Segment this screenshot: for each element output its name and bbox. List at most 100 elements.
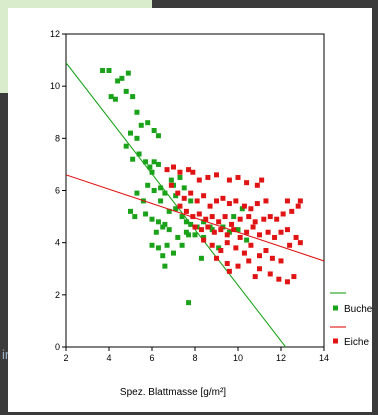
data-point-eiche [220,195,226,201]
x-tick-label: 2 [63,353,68,363]
data-point-buche [155,245,161,251]
data-point-eiche [297,240,303,246]
data-point-eiche [203,216,209,222]
data-point-buche [162,263,168,269]
data-point-eiche [205,174,211,180]
data-point-eiche [209,214,215,220]
data-point-eiche [222,214,228,220]
y-tick-label: 4 [55,238,60,248]
data-point-buche [244,237,250,243]
data-point-buche [179,242,185,248]
data-point-eiche [259,177,265,183]
data-point-eiche [265,229,271,235]
data-point-buche [192,232,198,238]
series-buche [66,62,287,347]
data-point-eiche [291,274,297,280]
data-point-buche [149,169,155,175]
data-point-eiche [276,276,282,282]
data-point-eiche [278,258,284,264]
y-tick-label: 8 [55,133,60,143]
data-point-buche [160,253,166,259]
data-point-buche [162,221,168,227]
y-tick-label: 6 [55,186,60,196]
x-tick-label: 10 [233,353,243,363]
legend-label-eiche: Eiche [344,337,369,348]
data-point-buche [166,208,172,214]
data-point-buche [179,214,185,220]
data-point-buche [188,198,194,204]
data-point-eiche [297,198,303,204]
data-point-buche [209,227,215,233]
data-point-eiche [267,214,273,220]
data-point-eiche [241,250,247,256]
data-point-eiche [224,261,230,267]
data-point-buche [115,78,121,84]
data-point-eiche [188,190,194,196]
chart-panel: 2 4 6 8 10 12 14 0 2 4 6 8 10 12 Spez. Blattmasse [g/… [8,8,372,412]
data-point-eiche [263,198,269,204]
plot-frame [65,33,325,348]
data-point-buche [160,224,166,230]
legend-label-buche: Buche [344,304,372,315]
data-point-buche [201,219,207,225]
data-point-eiche [186,167,192,173]
data-point-eiche [244,229,250,235]
data-point-buche [173,193,179,199]
data-point-eiche [177,169,183,175]
legend-marker-buche [333,305,338,311]
data-point-eiche [196,177,202,183]
data-point-eiche [192,224,198,230]
data-point-eiche [257,253,262,259]
data-point-buche [226,229,232,235]
data-point-eiche [226,268,232,274]
data-point-buche [112,96,118,102]
data-point-buche [123,88,129,94]
data-point-eiche [252,274,258,280]
x-tick-label: 8 [192,353,197,363]
data-point-eiche [181,195,187,201]
data-point-eiche [284,227,290,233]
x-tick-label: 6 [149,353,154,363]
data-point-eiche [190,169,196,175]
data-point-buche [183,229,189,235]
data-point-eiche [278,229,284,235]
data-point-eiche [201,193,207,199]
data-point-eiche [233,198,239,204]
y-tick-label: 12 [50,29,60,39]
x-tick-label: 14 [319,353,329,363]
data-point-eiche [257,232,262,238]
data-point-eiche [168,182,174,188]
x-tick-label: 4 [106,353,111,363]
data-point-eiche [196,211,202,217]
data-point-eiche [293,234,299,240]
data-point-buche [171,250,176,256]
data-point-buche [153,229,159,235]
data-point-eiche [194,198,200,204]
x-tick-label: 12 [276,353,286,363]
fit-line-buche [66,62,287,347]
data-point-eiche [218,227,224,233]
data-point-buche [151,159,157,165]
legend-marker-eiche [333,338,338,344]
data-point-buche [158,185,164,191]
data-point-buche [168,177,174,183]
data-point-buche [143,211,149,217]
data-point-buche [151,188,157,193]
data-point-buche [186,300,192,306]
data-point-eiche [211,229,217,235]
data-point-eiche [218,247,224,253]
data-point-buche [175,234,181,240]
data-point-eiche [261,216,267,222]
data-point-eiche [272,234,278,240]
data-point-eiche [295,203,301,209]
data-point-buche [149,216,155,222]
data-point-eiche [263,247,269,253]
data-point-buche [155,161,161,167]
legend: Buche Eiche [330,292,372,348]
data-point-buche [145,182,151,188]
data-point-eiche [190,214,196,220]
data-point-eiche [177,203,183,209]
data-point-buche [183,219,189,225]
data-point-eiche [216,219,222,225]
